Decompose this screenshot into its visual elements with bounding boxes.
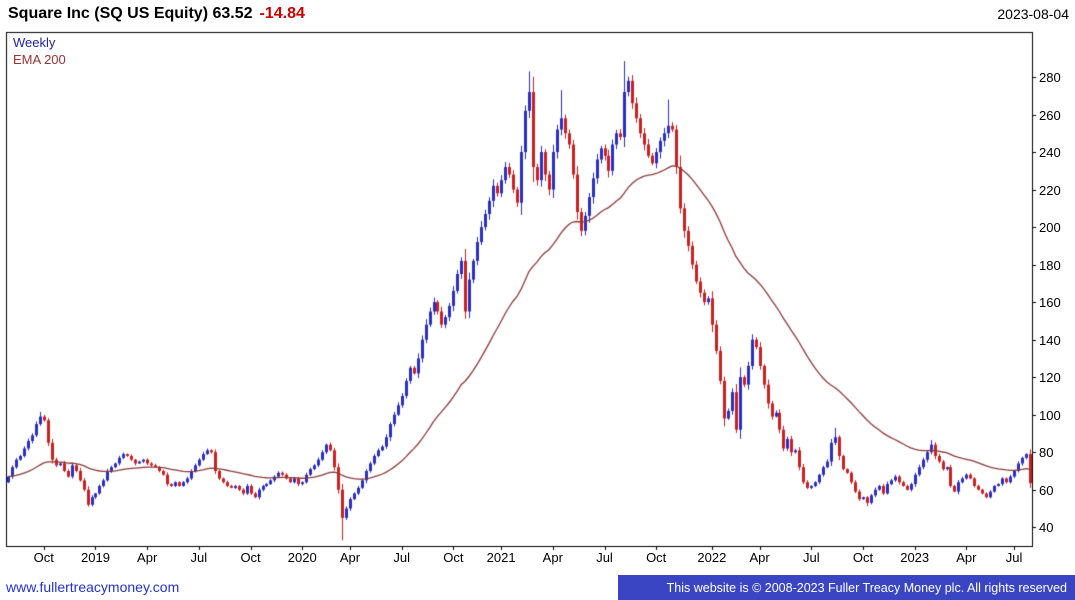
x-tick-label: Oct	[646, 550, 667, 565]
y-tick-label: 60	[1039, 482, 1054, 498]
chart-header: Square Inc (SQ US Equity) 63.52 -14.84 20…	[0, 0, 1075, 28]
x-tick-label: Apr	[137, 550, 158, 565]
x-tick-label: Jul	[393, 550, 410, 565]
x-tick-label: Oct	[852, 550, 874, 565]
price-change: -14.84	[259, 5, 305, 22]
y-tick-label: 180	[1039, 257, 1061, 273]
x-tick-label: 2022	[697, 550, 727, 565]
price-chart-canvas	[0, 30, 1075, 555]
footer: www.fullertreacymoney.com This website i…	[0, 575, 1075, 600]
chart-date: 2023-08-04	[997, 6, 1069, 22]
legend-timeframe: Weekly	[13, 35, 56, 50]
y-tick-label: 260	[1039, 107, 1061, 123]
y-tick-label: 100	[1039, 407, 1061, 423]
chart-title: Square Inc (SQ US Equity) 63.52 -14.84	[8, 5, 305, 23]
x-tick-label: Jul	[190, 550, 208, 565]
copyright-bar: This website is © 2008-2023 Fuller Treac…	[618, 575, 1075, 600]
x-tick-label: 2023	[900, 550, 930, 565]
x-tick-label: 2020	[287, 550, 317, 565]
legend-ema: EMA 200	[13, 52, 66, 67]
x-tick-label: Apr	[749, 550, 770, 565]
x-tick-label: Apr	[542, 550, 563, 565]
x-tick-label: Jul	[1005, 550, 1023, 565]
x-tick-label: Jul	[596, 550, 613, 565]
y-tick-label: 120	[1039, 370, 1061, 386]
y-tick-label: 200	[1039, 220, 1061, 236]
x-tick-label: Oct	[443, 550, 464, 565]
y-tick-label: 240	[1039, 145, 1061, 161]
instrument-and-price: Square Inc (SQ US Equity) 63.52	[8, 5, 253, 22]
x-tick-label: Oct	[240, 550, 261, 565]
y-tick-label: 220	[1039, 182, 1061, 198]
x-tick-label: Apr	[339, 550, 361, 565]
x-tick-label: Oct	[33, 550, 54, 565]
y-tick-label: 160	[1039, 295, 1061, 311]
x-tick-label: Jul	[802, 550, 820, 565]
x-tick-label: Apr	[956, 550, 977, 565]
x-tick-label: 2021	[486, 550, 516, 565]
y-tick-label: 80	[1039, 445, 1054, 461]
x-tick-label: 2019	[81, 550, 110, 565]
copyright-text: This website is © 2008-2023 Fuller Treac…	[666, 580, 1067, 595]
site-link[interactable]: www.fullertreacymoney.com	[6, 579, 180, 595]
y-tick-label: 280	[1039, 70, 1061, 86]
y-tick-label: 40	[1039, 520, 1054, 536]
y-tick-label: 140	[1039, 332, 1061, 348]
